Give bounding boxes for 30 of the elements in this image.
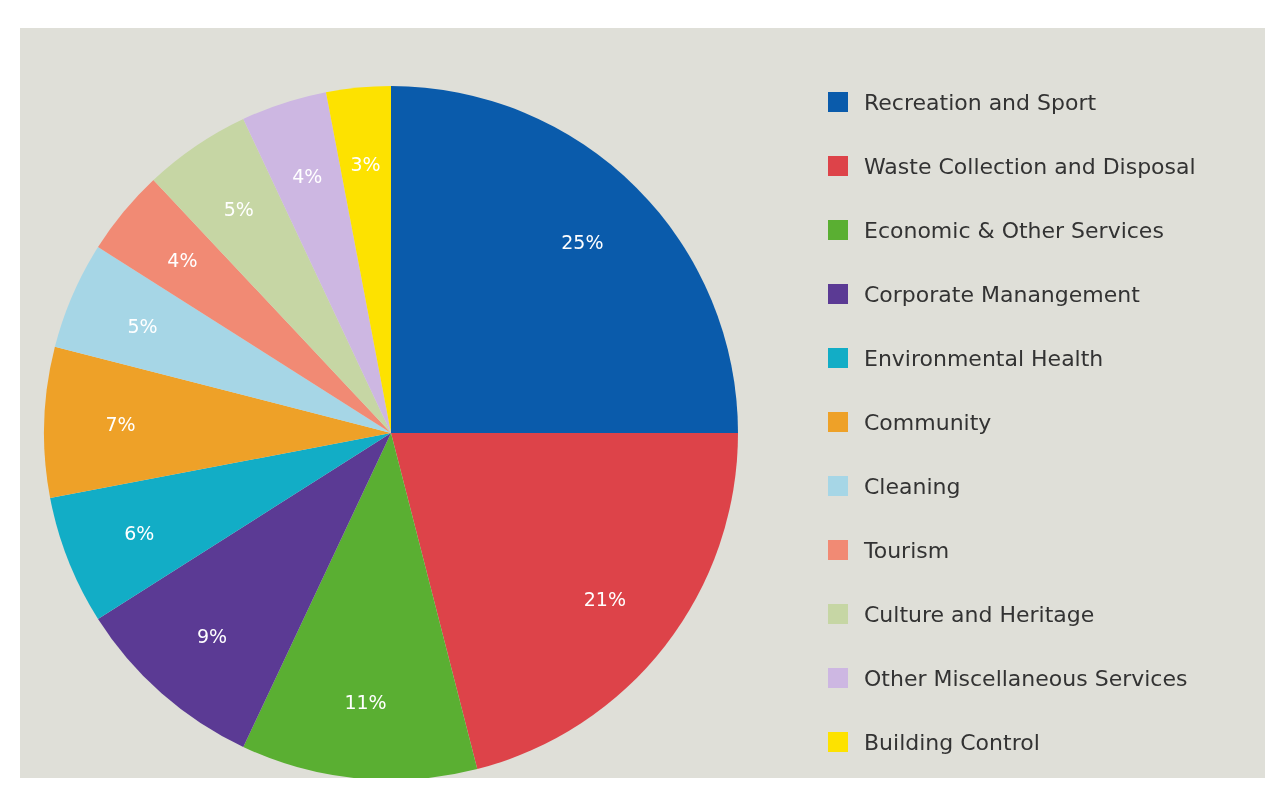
legend-label: Building Control (864, 729, 1040, 755)
pie-slice (391, 86, 738, 433)
legend-label: Community (864, 409, 992, 435)
legend-label: Environmental Health (864, 345, 1104, 371)
data-label: 5% (223, 198, 254, 221)
legend-label: Corporate Manangement (864, 281, 1140, 307)
pie-slice (54, 247, 391, 433)
legend-label: Culture and Heritage (864, 601, 1095, 627)
data-label: 3% (350, 152, 381, 175)
data-label: 9% (196, 625, 228, 648)
legend-label: Tourism (864, 537, 950, 563)
legend-label: Cleaning (864, 473, 961, 499)
data-label: 4% (292, 164, 323, 187)
legend-label: Waste Collection and Disposal (864, 153, 1196, 179)
pie-slice (391, 433, 738, 770)
pie-slice (325, 86, 391, 433)
data-label: 25% (561, 230, 604, 253)
data-label: 11% (344, 691, 387, 714)
legend-label: Economic & Other Services (864, 217, 1164, 243)
pie-slice (50, 433, 391, 619)
pie-slice (243, 433, 478, 778)
data-label: 7% (105, 413, 136, 436)
pie-slice (98, 433, 391, 747)
legend-label: Other Miscellaneous Services (864, 665, 1188, 691)
data-label: 21% (583, 587, 626, 610)
data-label: 4% (167, 249, 198, 272)
data-label: 6% (124, 521, 155, 544)
pie-slice (44, 346, 391, 499)
data-label: 5% (127, 314, 158, 337)
legend-label: Recreation and Sport (864, 89, 1097, 115)
